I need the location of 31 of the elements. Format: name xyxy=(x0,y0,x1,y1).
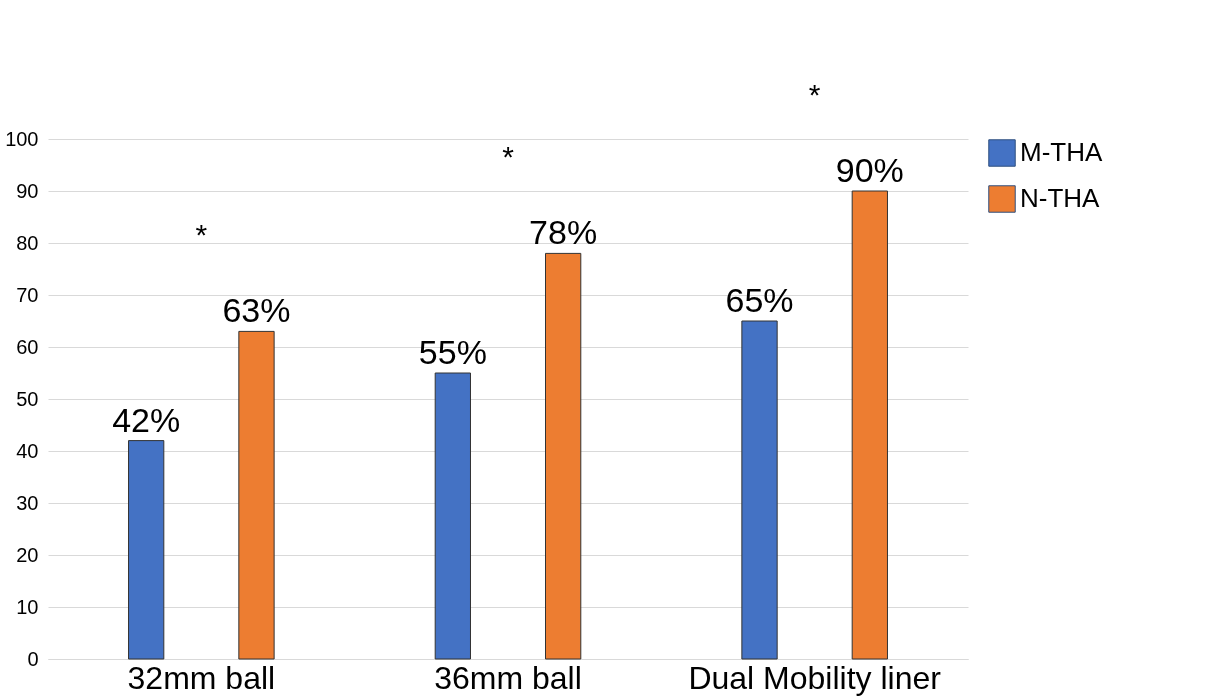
data-label: 65% xyxy=(725,281,794,319)
bar xyxy=(741,320,778,660)
bar xyxy=(434,372,471,660)
bar xyxy=(545,252,582,660)
data-label: 63% xyxy=(222,291,291,330)
y-tick-label: 0 xyxy=(27,647,39,670)
y-tick-label: 60 xyxy=(16,335,39,358)
legend-label: N-THA xyxy=(1020,183,1101,213)
y-tick-label: 10 xyxy=(16,595,39,618)
bar xyxy=(128,440,165,660)
x-tick-label: Dual Mobility liner xyxy=(688,659,942,696)
bar xyxy=(238,330,275,660)
x-tick-label: 32mm ball xyxy=(127,659,276,696)
bar xyxy=(851,190,888,660)
y-tick-label: 100 xyxy=(5,127,39,150)
annotation: * xyxy=(195,218,208,252)
data-label: 55% xyxy=(418,333,487,371)
data-label: 78% xyxy=(529,213,598,252)
annotation: * xyxy=(502,140,515,174)
x-tick-label: 36mm ball xyxy=(434,659,582,696)
data-label: 42% xyxy=(112,400,181,439)
y-tick-label: 80 xyxy=(16,231,39,254)
text: * xyxy=(808,78,821,111)
legend-label: M-THA xyxy=(1020,137,1103,167)
data-label: 90% xyxy=(835,151,904,189)
y-tick-label: 50 xyxy=(16,387,39,410)
y-tick-label: 30 xyxy=(16,491,39,514)
y-tick-label: 40 xyxy=(16,439,39,462)
y-tick-label: 70 xyxy=(16,283,39,306)
y-tick-label: 90 xyxy=(16,179,39,202)
y-tick-label: 20 xyxy=(16,543,39,566)
